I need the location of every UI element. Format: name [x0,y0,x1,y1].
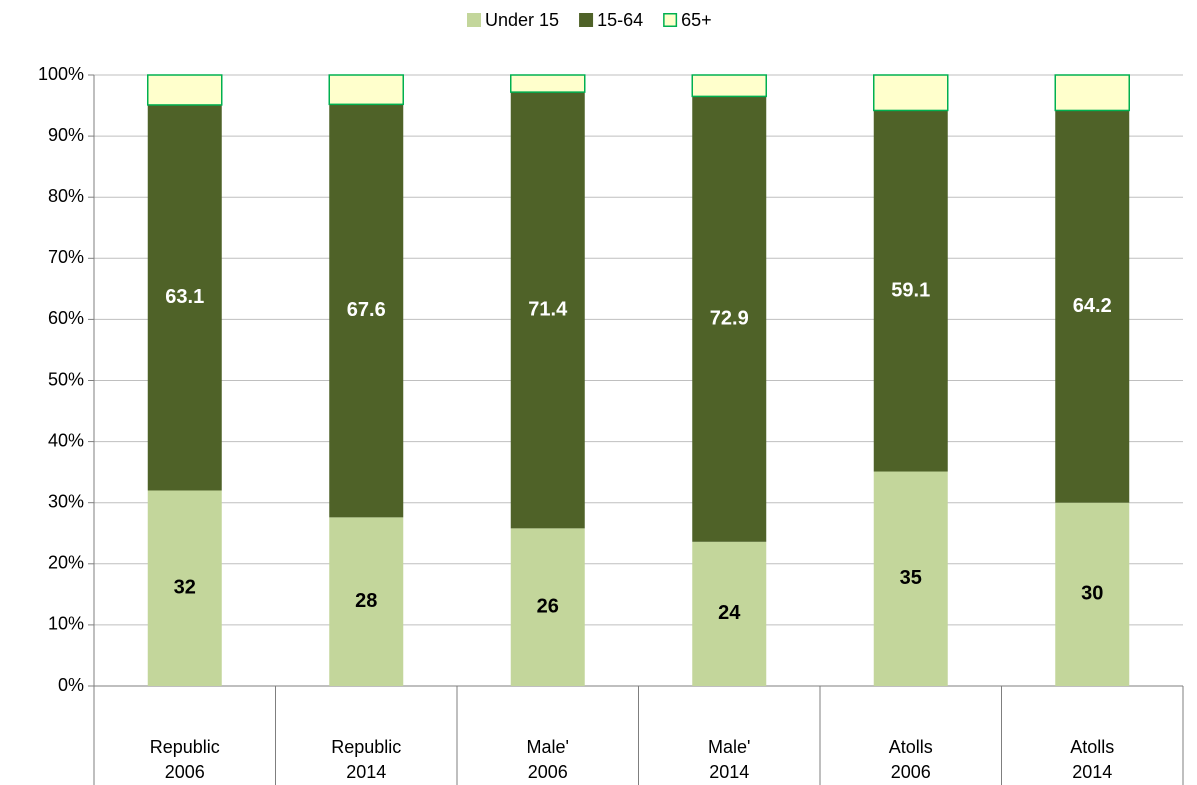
bar-segment [147,490,222,686]
legend-label: 15-64 [597,10,643,30]
bar-segment [1054,74,1130,112]
bar-segment [691,74,767,98]
legend-swatch [663,13,678,27]
y-tick-label: 30% [48,491,84,511]
bar-segment [692,541,767,686]
y-tick-label: 70% [48,247,84,267]
x-tick-sublabel: 2006 [528,762,568,782]
x-tick-label: Atolls [889,737,933,757]
y-tick-label: 40% [48,430,84,450]
y-tick-label: 80% [48,186,84,206]
y-tick-label: 100% [38,64,84,84]
x-tick-sublabel: 2006 [165,762,205,782]
x-tick-sublabel: 2014 [346,762,386,782]
x-tick-label: Male' [527,737,569,757]
data-label: 67.6 [347,299,386,321]
y-tick-label: 0% [58,675,84,695]
bar-segment [510,92,585,529]
data-label: 35 [900,567,922,589]
x-tick-sublabel: 2014 [1072,762,1112,782]
bar-segment [873,110,948,472]
bar-segment [873,74,949,112]
legend-swatch [579,13,594,27]
bar-segment [147,104,222,491]
data-label: 71.4 [528,299,568,321]
y-tick-label: 60% [48,308,84,328]
y-tick-label: 90% [48,125,84,145]
data-label: 63.1 [165,286,204,308]
y-tick-label: 10% [48,614,84,634]
bar-segment [873,471,948,686]
x-tick-label: Atolls [1070,737,1114,757]
bar-segment [510,74,586,93]
bar-segment [329,104,404,518]
bar-segment [1055,502,1130,686]
x-tick-label: Republic [331,737,401,757]
bar-segment [329,517,404,686]
x-tick-sublabel: 2014 [709,762,749,782]
y-tick-label: 50% [48,369,84,389]
data-label: 24 [718,602,741,624]
bar-segment [1055,110,1130,503]
x-tick-label: Male' [708,737,750,757]
bar-segment [692,96,767,542]
bar-segment [147,74,223,106]
legend-swatch [467,13,481,27]
data-label: 64.2 [1073,295,1112,317]
x-tick-label: Republic [150,737,220,757]
y-tick-label: 20% [48,553,84,573]
data-label: 72.9 [710,307,749,329]
legend-label: Under 15 [485,10,559,30]
bar-segment [328,74,404,106]
bar-segment [510,528,585,686]
data-label: 28 [355,590,377,612]
x-tick-sublabel: 2006 [891,762,931,782]
data-label: 32 [174,577,196,599]
legend-label: 65+ [681,10,712,30]
data-label: 30 [1081,583,1103,605]
data-label: 26 [537,595,559,617]
data-label: 59.1 [891,279,930,301]
